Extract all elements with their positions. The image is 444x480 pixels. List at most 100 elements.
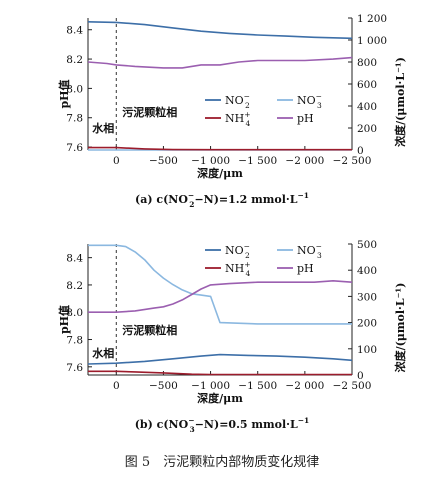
legend-label-sub: 4 [246, 119, 251, 128]
y-right-title: 浓度/(μmol·L⁻¹) [393, 283, 407, 373]
left-tick-label: 8.0 [66, 83, 83, 95]
legend-item-nh4: NH+ 4 [205, 110, 251, 128]
x-axis-title: 深度/μm [197, 391, 243, 405]
legend-label-sup: − [244, 92, 250, 101]
legend-label-sup: + [244, 110, 250, 119]
legend-item-nh4: NH+ 4 [205, 260, 251, 278]
x-tick-label: 0 [113, 155, 120, 167]
left-tick-label: 7.8 [66, 113, 83, 125]
legend-label-no3: NO− 3 [297, 92, 322, 110]
x-tick-label: −500 [149, 155, 178, 167]
legend-label-nh4: NH+ 4 [225, 110, 251, 128]
legend-item-no2: NO− 2 [205, 92, 250, 110]
caption-sub: 2 [189, 200, 194, 209]
x-tick-label: −500 [149, 380, 178, 392]
legend-label-base: pH [297, 112, 314, 125]
x-tick-label: −1 500 [238, 380, 277, 392]
legend-label-ph: pH [297, 262, 314, 275]
legend-item-no2: NO− 2 [205, 242, 250, 260]
left-tick-label: 8.2 [66, 280, 83, 292]
series-line-ph [88, 279, 353, 314]
caption-pre: (a) c(NO [135, 193, 188, 206]
legend-label-sub: 3 [317, 101, 322, 110]
y-left-title: pH值 [57, 305, 71, 334]
figure-caption: 图 5 污泥颗粒内部物质变化规律 [125, 454, 319, 470]
caption-pre: (b) c(NO [135, 418, 189, 431]
sludge-phase-label: 污泥颗粒相 [122, 323, 177, 337]
right-tick-label: 1 200 [357, 13, 387, 25]
x-tick-label: −2 000 [285, 155, 324, 167]
right-tick-label: 400 [357, 265, 377, 277]
right-tick-label: 800 [357, 57, 377, 69]
x-tick-label: −2 500 [333, 380, 372, 392]
x-tick-label: −1 500 [238, 155, 277, 167]
x-axis-title: 深度/μm [197, 166, 243, 180]
water-phase-label: 水相 [92, 346, 114, 360]
legend-label-sub: 3 [317, 251, 322, 260]
sludge-phase-label: 污泥颗粒相 [122, 105, 177, 119]
x-tick-label: −1 000 [191, 380, 230, 392]
caption-unit-sup: −1 [297, 191, 309, 200]
right-tick-label: 600 [357, 79, 377, 91]
right-tick-label: 0 [357, 145, 364, 157]
right-tick-label: 400 [357, 101, 377, 113]
caption-sub: 3 [190, 425, 195, 434]
left-tick-label: 8.4 [66, 253, 83, 265]
legend-label-no2: NO− 2 [225, 92, 250, 110]
x-tick-label: −1 000 [191, 155, 230, 167]
legend-label-base: NO [297, 94, 316, 107]
caption-sup: − [188, 191, 194, 200]
legend-label-sub: 2 [245, 101, 250, 110]
series-line-nh4 [88, 146, 352, 151]
legend-label-nh4: NH+ 4 [225, 260, 251, 278]
legend-label-base: NH [225, 262, 244, 275]
right-tick-label: 200 [357, 123, 377, 135]
legend-item-no3: NO− 3 [277, 92, 322, 110]
series-line-no3 [88, 244, 352, 325]
legend-label-no2: NO− 2 [225, 242, 250, 260]
x-tick-label: 0 [113, 380, 120, 392]
left-tick-label: 7.8 [66, 335, 83, 347]
water-phase-label: 水相 [92, 121, 114, 135]
legend-item-ph: pH [277, 262, 314, 275]
legend-label-base: pH [297, 262, 314, 275]
caption-sup: − [188, 416, 194, 425]
legend-label-base: NO [225, 94, 244, 107]
left-tick-label: 7.6 [66, 362, 83, 374]
y-right-title: 浓度/(μmol·L⁻¹) [393, 57, 407, 147]
right-tick-label: 500 [357, 239, 377, 251]
series-line-ph [87, 56, 353, 69]
panel-caption: (b) c(NO− 3−N)=0.5 mmol·L−1 [135, 416, 310, 434]
right-tick-label: 200 [357, 318, 377, 330]
left-tick-label: 8.2 [66, 54, 83, 66]
panel-caption: (a) c(NO− 2−N)=1.2 mmol·L−1 [135, 191, 309, 209]
right-tick-label: 100 [357, 344, 377, 356]
legend-label-sub: 4 [246, 269, 251, 278]
left-tick-label: 8.4 [66, 25, 83, 37]
caption-post: −N)=0.5 mmol·L [195, 418, 298, 431]
legend-label-ph: pH [297, 112, 314, 125]
y-left-title: pH值 [57, 79, 71, 108]
series-line-no2 [87, 353, 353, 365]
legend-item-no3: NO− 3 [277, 242, 322, 260]
x-tick-label: −2 500 [333, 155, 372, 167]
left-tick-label: 8.0 [66, 307, 83, 319]
legend-label-sub: 2 [245, 251, 250, 260]
legend-label-base: NO [297, 244, 316, 257]
x-tick-label: −2 000 [285, 380, 324, 392]
legend-label-sup: − [316, 92, 322, 101]
legend-label-sup: − [316, 242, 322, 251]
right-tick-label: 0 [357, 370, 364, 382]
legend-label-sup: − [244, 242, 250, 251]
left-tick-label: 7.6 [66, 142, 83, 154]
caption-post: −N)=1.2 mmol·L [194, 193, 297, 206]
legend-label-base: NO [225, 244, 244, 257]
panel-b: 7.6 7.8 8.0 8.2 8.4 0 100 200 300 400 500 0 −500 −1 0… [57, 239, 407, 434]
caption-unit-sup: −1 [298, 416, 310, 425]
right-tick-label: 1 000 [357, 35, 387, 47]
legend-label-base: NH [225, 112, 244, 125]
right-tick-label: 300 [357, 291, 377, 303]
